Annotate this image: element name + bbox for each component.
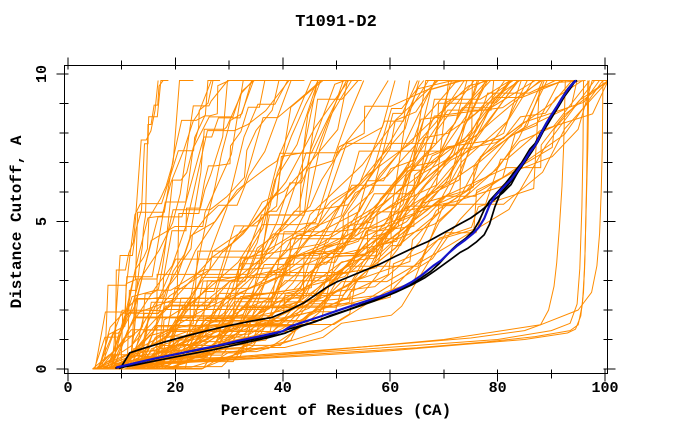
y-axis-label: Distance Cutoff, A — [8, 135, 26, 308]
model-curve — [93, 80, 273, 370]
model-curve — [94, 80, 254, 370]
model-curve — [97, 80, 230, 370]
model-curve — [124, 80, 608, 370]
x-tick-label: 0 — [63, 380, 72, 397]
model-curves-layer — [92, 79, 608, 370]
x-tick-label: 40 — [274, 380, 292, 397]
model-curve — [118, 80, 520, 370]
model-curve — [116, 80, 545, 370]
low-envelope-2 — [113, 80, 590, 368]
model-curve — [126, 80, 165, 370]
model-curve — [139, 80, 491, 370]
model-curve — [111, 80, 322, 370]
y-tick-label: 0 — [34, 364, 51, 373]
x-tick-label: 20 — [166, 380, 184, 397]
model-curve — [94, 80, 389, 370]
model-curve — [98, 80, 194, 370]
model-curve — [129, 80, 249, 370]
model-curve — [105, 80, 322, 370]
model-curve — [133, 80, 458, 370]
x-axis-label: Percent of Residues (CA) — [221, 402, 451, 420]
model-curve — [124, 80, 511, 370]
y-tick-label: 10 — [34, 65, 51, 83]
x-tick-label: 60 — [381, 380, 399, 397]
y-tick-label: 5 — [34, 217, 51, 226]
model-curve — [113, 80, 290, 370]
plot-title: T1091-D2 — [295, 13, 377, 32]
top-model-blue — [116, 79, 577, 369]
model-curve — [137, 80, 488, 370]
tick-labels: 0 20 40 60 80 100 0 5 10 — [34, 65, 619, 397]
x-tick-label: 100 — [591, 380, 618, 397]
low-envelope-1 — [110, 80, 589, 368]
model-curve — [99, 80, 608, 370]
model-curve — [109, 80, 429, 370]
model-curve — [95, 80, 221, 370]
axes-layer — [56, 57, 616, 382]
axis-ticks — [56, 57, 616, 382]
model-curve — [108, 80, 437, 370]
model-curve — [109, 80, 528, 370]
right-edge-model — [121, 80, 604, 367]
model-curve — [131, 80, 253, 370]
x-tick-label: 80 — [489, 380, 507, 397]
model-curve — [110, 80, 473, 370]
model-curve — [110, 80, 159, 370]
model-curve — [137, 80, 289, 370]
model-curve — [136, 80, 561, 370]
model-curve — [95, 80, 350, 370]
model-curve — [108, 80, 169, 370]
model-curve — [109, 80, 564, 370]
model-curve — [136, 80, 608, 370]
model-curve — [130, 80, 543, 370]
model-curve — [129, 80, 214, 370]
model-curve — [125, 80, 586, 370]
low-envelope-3 — [116, 80, 584, 368]
